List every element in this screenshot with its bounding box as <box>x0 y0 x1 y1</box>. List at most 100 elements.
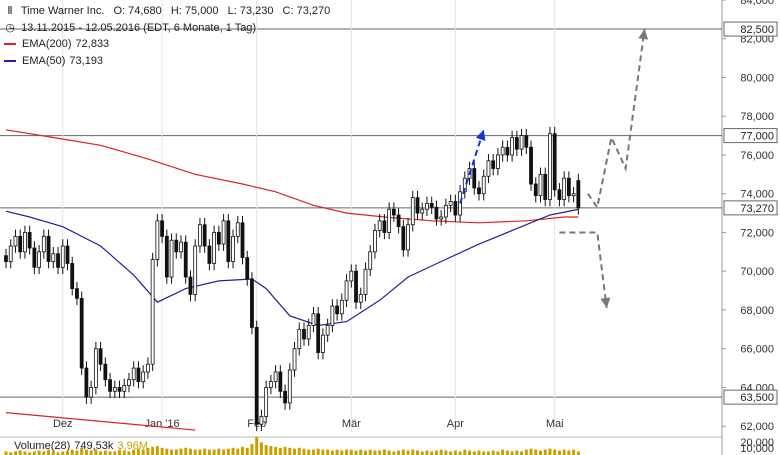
candle-body <box>122 385 127 392</box>
volume-bar <box>155 446 159 455</box>
candle-body <box>89 387 94 398</box>
volume-bar <box>9 452 13 455</box>
candle-body <box>335 305 340 315</box>
candle-body <box>127 379 131 386</box>
candle-body <box>382 220 387 233</box>
candle-body <box>235 222 240 237</box>
volume-bar <box>127 451 131 455</box>
volume-bar <box>444 450 448 455</box>
volume-bar <box>548 448 552 455</box>
candle-body <box>150 259 155 365</box>
volume-bar <box>203 448 207 455</box>
ema200-swatch <box>4 43 16 46</box>
candle-body <box>98 348 103 365</box>
volume-bar <box>94 449 98 455</box>
volume-bar <box>241 446 244 455</box>
candle-body <box>363 268 368 295</box>
volume-bar <box>406 450 410 455</box>
candle-body <box>406 224 410 251</box>
candle-body <box>292 348 297 371</box>
candle-body <box>391 208 396 216</box>
candle-body <box>4 255 8 262</box>
candle-body <box>496 154 500 169</box>
legend-ema50[interactable]: EMA(50) 73,193 <box>4 55 109 67</box>
volume-bar <box>165 448 169 455</box>
volume-bar <box>4 451 8 455</box>
level-label: 73,270 <box>740 203 774 215</box>
candle-body <box>145 363 150 373</box>
gray-arrow-up-path <box>586 28 646 210</box>
candle-body <box>278 371 283 392</box>
candle-body <box>491 160 496 169</box>
candle-body <box>112 387 117 392</box>
volume-bar <box>269 446 273 455</box>
candle-body <box>136 367 141 383</box>
candle-body <box>543 173 548 200</box>
volume-bar <box>259 442 263 455</box>
volume-bar <box>477 450 481 455</box>
candle-body <box>198 224 202 247</box>
volume-bar <box>283 446 287 455</box>
volume-bar <box>520 451 524 455</box>
ema200-label: EMA(200) <box>22 38 72 50</box>
volume-bar <box>302 448 306 455</box>
candle-body <box>510 137 515 156</box>
candle-body <box>576 180 581 209</box>
candle-body <box>524 135 529 148</box>
gray-arrow-down-head <box>600 297 611 309</box>
volume-bar <box>274 446 278 455</box>
ema200-value: 72,833 <box>75 38 110 50</box>
candle-body <box>65 245 70 264</box>
legend-ema200[interactable]: EMA(200) 72,833 <box>4 38 115 50</box>
candle-body <box>477 187 481 195</box>
header-range: ◷ 13.11.2015 - 12.05.2016 (EDT, 6 Monate… <box>4 21 262 34</box>
volume-bar <box>392 451 396 455</box>
volume-bar <box>505 450 509 455</box>
y-tick-label: 76,000 <box>740 150 774 162</box>
candle-body <box>420 208 425 214</box>
candle-body <box>533 183 538 197</box>
volume-value: 749,53k <box>74 440 114 452</box>
volume-legend: Volume(28) 749,53k 3,96M <box>14 440 148 452</box>
symbol-name: Time Warner Inc. <box>20 5 105 17</box>
volume-bar <box>51 451 55 455</box>
candle-body <box>354 270 358 303</box>
candle-body <box>358 294 363 303</box>
level-label: 82,500 <box>740 24 774 36</box>
candle-body <box>377 220 382 231</box>
volume-label: Volume(28) <box>14 440 71 452</box>
volume-bar <box>524 449 528 455</box>
y-tick-label: 70,000 <box>740 266 774 278</box>
volume-bar <box>80 447 84 455</box>
candle-body <box>514 137 519 150</box>
volume-bar <box>118 449 122 455</box>
open-value: O: 74,680 <box>113 5 162 17</box>
volume-bar <box>23 451 27 455</box>
candle-body <box>552 133 557 191</box>
volume-bar <box>363 450 367 455</box>
volume-bar <box>236 448 240 455</box>
candle-body <box>60 245 65 268</box>
candle-body <box>344 280 349 301</box>
candle-body <box>306 325 311 340</box>
candle-body <box>13 235 18 247</box>
date-range: 13.11.2015 - 12.05.2016 (EDT, 6 Monate, … <box>21 22 257 34</box>
volume-bar <box>42 451 46 455</box>
y-tick-label: 80,000 <box>740 72 774 84</box>
volume-bar <box>557 450 561 455</box>
candle-body <box>41 235 46 253</box>
candle-body <box>93 348 98 388</box>
volume-bar <box>75 450 79 455</box>
volume-bar <box>188 448 192 455</box>
volume-bar <box>170 449 174 455</box>
volume-bar <box>335 449 339 455</box>
candle-body <box>245 257 250 280</box>
x-tick-label: Mär <box>342 418 361 430</box>
volume-bar <box>184 447 188 455</box>
candle-body <box>264 387 269 417</box>
candle-body <box>259 416 264 425</box>
volume-bar <box>132 449 136 455</box>
volume-bar <box>264 445 268 455</box>
candle-body <box>443 204 448 218</box>
